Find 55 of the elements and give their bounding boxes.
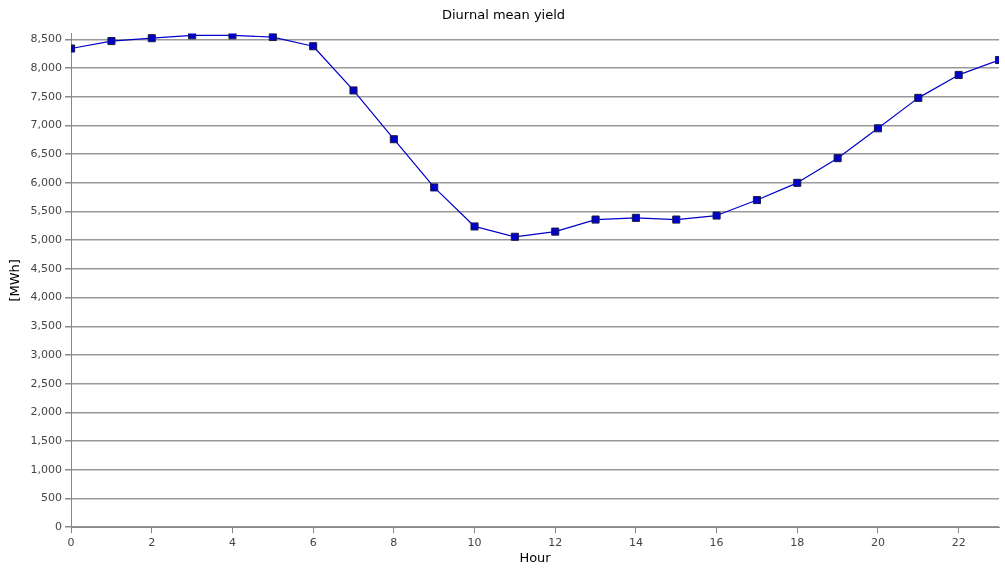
x-tick-label: 8	[390, 535, 398, 549]
point	[430, 183, 439, 192]
y-tick-label: 1,000	[30, 462, 63, 476]
y-tick-label: 4,000	[30, 290, 63, 304]
x-tick-label: 6	[309, 535, 317, 549]
point	[873, 124, 882, 133]
y-tick-label: 5,500	[30, 204, 63, 218]
y-tick-label: 3,500	[30, 319, 63, 333]
point	[712, 211, 721, 220]
point	[793, 178, 802, 187]
point	[470, 222, 479, 231]
y-tick-label: 7,000	[30, 118, 63, 132]
y-tick-label: 8,000	[30, 60, 63, 74]
x-tick-label: 0	[67, 535, 75, 549]
point	[672, 215, 681, 224]
y-tick-label: 4,500	[30, 261, 63, 275]
point	[309, 42, 318, 51]
y-tick-label: 6,500	[30, 146, 63, 160]
point	[551, 227, 560, 236]
point	[228, 33, 237, 40]
x-tick-label: 16	[709, 535, 724, 549]
x-axis-title: Hour	[519, 549, 552, 565]
y-tick-label: 7,500	[30, 89, 63, 103]
x-tick-label: 20	[870, 535, 885, 549]
y-tick-label: 3,000	[30, 347, 63, 361]
point	[954, 70, 963, 79]
x-tick-label: 22	[951, 535, 966, 549]
y-axis-title: [MWh]	[7, 259, 23, 302]
chart-title: Diurnal mean yield	[441, 7, 566, 23]
point	[631, 213, 640, 222]
x-tick-label: 4	[228, 535, 236, 549]
x-tick-label: 12	[548, 535, 563, 549]
point	[349, 86, 358, 95]
point	[591, 215, 600, 224]
y-tick-label: 0	[55, 520, 63, 534]
y-tick-label: 6,000	[30, 175, 63, 189]
y-tick-label: 500	[41, 491, 63, 505]
x-tick-label: 10	[467, 535, 482, 549]
point	[914, 93, 923, 102]
point	[268, 33, 277, 42]
point	[752, 196, 761, 205]
point	[188, 33, 197, 40]
x-tick-label: 18	[790, 535, 805, 549]
y-tick-label: 2,000	[30, 405, 63, 419]
x-tick-label: 2	[148, 535, 156, 549]
point	[833, 154, 842, 163]
y-tick-label: 1,500	[30, 433, 63, 447]
point	[147, 34, 156, 43]
y-tick-label: 5,000	[30, 233, 63, 247]
point	[510, 232, 519, 241]
point	[389, 135, 398, 144]
x-tick-label: 14	[628, 535, 643, 549]
y-tick-label: 2,500	[30, 376, 63, 390]
y-tick-label: 8,500	[30, 32, 63, 46]
point	[107, 37, 116, 46]
